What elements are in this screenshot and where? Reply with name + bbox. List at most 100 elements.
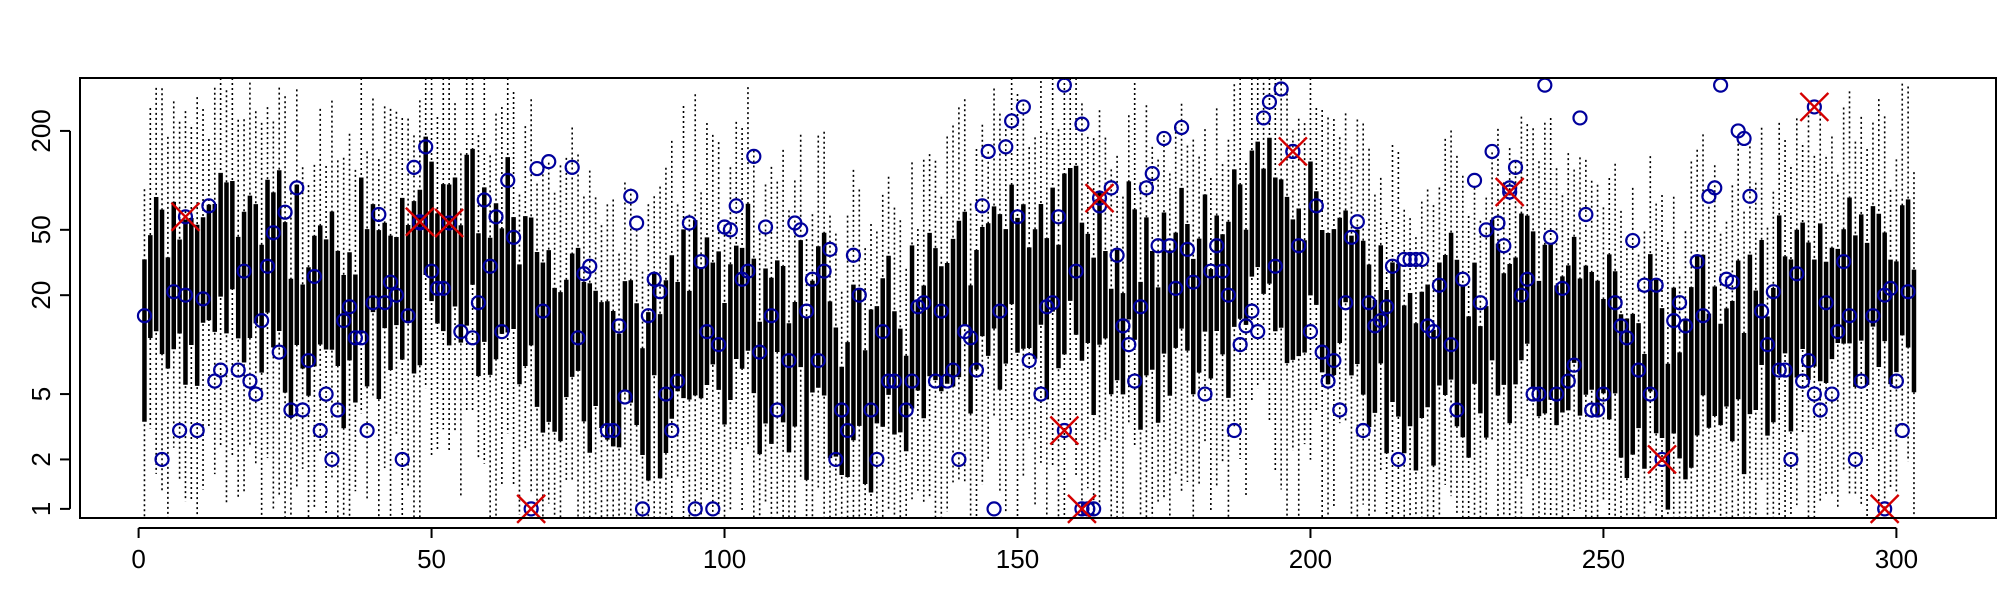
outlier-point (1250, 324, 1266, 340)
outlier-point (728, 198, 744, 214)
outlier-point (195, 291, 211, 307)
outlier-point (464, 330, 481, 346)
outlier-point (259, 258, 276, 274)
outlier-point (1373, 313, 1389, 329)
outlier-point (1507, 159, 1524, 175)
outlier-point (1853, 373, 1869, 389)
outlier-point (435, 280, 451, 296)
outlier-point (1888, 373, 1904, 389)
outlier-point (295, 402, 311, 418)
outlier-point (1185, 274, 1201, 290)
outlier-point (968, 362, 985, 378)
outlier-point (1408, 251, 1424, 268)
outlier-point (347, 330, 363, 346)
x-tick-label: 300 (1875, 544, 1918, 574)
outlier-point (1121, 337, 1137, 353)
outlier-point (541, 154, 557, 170)
outlier-point (365, 295, 381, 311)
outlier-point (1425, 324, 1442, 340)
outlier-point (476, 192, 492, 208)
outlier-point (798, 303, 815, 319)
outlier-point (1156, 130, 1172, 147)
outlier-point (1033, 386, 1049, 402)
outlier-point (1015, 99, 1031, 115)
outlier-point (1648, 277, 1664, 293)
outlier-point (752, 344, 768, 360)
outlier-point (353, 330, 369, 346)
outlier-point (1847, 451, 1863, 468)
outlier-point (781, 352, 797, 369)
outlier-point (757, 219, 774, 235)
outlier-point (1402, 251, 1418, 268)
outlier-point (869, 451, 885, 468)
outlier-point (1162, 238, 1178, 254)
outlier-point (1713, 77, 1729, 93)
x-tick-label: 150 (996, 544, 1039, 574)
outlier-point (1326, 352, 1342, 369)
x-tick-label: 50 (417, 544, 446, 574)
outlier-point (927, 373, 944, 389)
outlier-point (1173, 119, 1190, 136)
outlier-point (1836, 254, 1852, 270)
outlier-point (1548, 386, 1565, 402)
outlier-point (172, 422, 188, 439)
outlier-point (845, 247, 862, 263)
outlier-point (1484, 143, 1500, 160)
outlier-point (582, 258, 598, 274)
outlier-point (898, 402, 914, 418)
outlier-point (664, 422, 680, 439)
outlier-point (154, 451, 170, 468)
outlier-point (1625, 232, 1641, 249)
outlier-point (1291, 238, 1307, 254)
outlier-point (283, 402, 299, 418)
outlier-point (769, 402, 785, 418)
outlier-point (1050, 209, 1067, 225)
outlier-point (863, 402, 879, 418)
outlier-point (1443, 337, 1459, 353)
marked-point (1799, 92, 1830, 122)
outlier-point (1068, 263, 1084, 279)
outlier-point (254, 313, 270, 329)
outlier-point (1607, 295, 1623, 311)
outlier-point (505, 229, 522, 245)
outlier-point (740, 263, 756, 279)
outlier-point (1771, 362, 1787, 378)
outlier-point (951, 451, 967, 468)
marked-point (1278, 136, 1308, 167)
outlier-point (1343, 229, 1360, 245)
outlier-point (652, 284, 668, 300)
outlier-point (998, 139, 1014, 155)
outlier-point (1074, 116, 1090, 132)
plot-border (79, 77, 1997, 519)
outlier-point (1882, 280, 1899, 296)
outlier-point (617, 389, 633, 405)
outlier-point (418, 139, 434, 155)
outlier-point (529, 160, 545, 177)
outlier-point (1894, 422, 1910, 439)
outlier-point (1214, 263, 1231, 279)
outlier-point (1226, 422, 1242, 439)
outlier-point (330, 402, 346, 418)
outlier-point (1566, 357, 1582, 373)
outlier-point (1103, 180, 1119, 196)
outlier-point (382, 274, 399, 290)
outlier-point (500, 172, 516, 188)
outlier-point (371, 206, 387, 223)
y-tick-label: 20 (26, 281, 56, 310)
x-tick-label: 100 (703, 544, 746, 574)
outlier-point (1677, 318, 1694, 334)
x-tick-label: 0 (131, 544, 145, 574)
outlier-point (1109, 247, 1125, 263)
outlier-point (406, 159, 422, 175)
outlier-point (1232, 337, 1248, 353)
outlier-point (189, 422, 205, 439)
outlier-point (570, 330, 586, 346)
outlier-point (1320, 373, 1336, 389)
outlier-point (646, 271, 662, 287)
outlier-point (1525, 386, 1541, 402)
outlier-point (1021, 352, 1037, 369)
outlier-point (324, 451, 340, 468)
outlier-point (423, 263, 440, 279)
outlier-point (1736, 130, 1752, 147)
